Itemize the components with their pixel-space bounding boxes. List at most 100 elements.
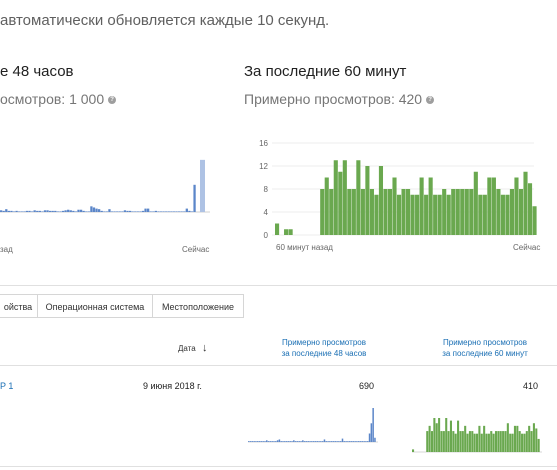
bar-48h xyxy=(41,211,44,212)
bar-60m xyxy=(392,177,397,235)
chart-60m-x-right: Сейчас xyxy=(513,243,541,252)
bar-60m xyxy=(428,177,433,235)
sparkline-bar xyxy=(294,441,297,442)
table-header-divider xyxy=(0,365,557,366)
bar-60m xyxy=(329,189,334,235)
bar-48h xyxy=(64,210,67,212)
sparkline-bar xyxy=(293,440,295,442)
y-tick-0: 0 xyxy=(263,231,268,240)
table-bottom-divider xyxy=(0,466,557,467)
help-circle-icon[interactable]: ? xyxy=(108,96,117,105)
bar-60m xyxy=(320,189,325,235)
col-48h-line1[interactable]: Примерно просмотров xyxy=(282,338,366,347)
sparkline-bar xyxy=(466,433,469,452)
col-60m-line1[interactable]: Примерно просмотров xyxy=(443,338,527,347)
bar-48h xyxy=(108,209,111,212)
y-tick-12: 12 xyxy=(259,162,268,171)
bar-48h xyxy=(69,210,72,212)
sparkline-bar xyxy=(300,441,302,442)
bar-48h xyxy=(118,211,121,212)
sparkline-bar xyxy=(525,431,528,452)
bar-48h xyxy=(105,211,109,212)
sparkline-bar xyxy=(535,428,538,452)
sparkline-bar xyxy=(302,440,304,442)
sparkline-bar xyxy=(464,425,467,452)
sparkline-bar xyxy=(497,431,500,452)
sparkline-bar xyxy=(449,420,452,452)
bar-60m xyxy=(446,194,451,235)
help-circle-icon[interactable]: ? xyxy=(426,96,435,105)
bar-60m xyxy=(406,189,411,235)
col-date-label[interactable]: Дата xyxy=(178,344,196,353)
bar-48h xyxy=(121,211,124,212)
sparkline-bar xyxy=(435,423,438,452)
sparkline-bar xyxy=(504,431,507,452)
bar-48h xyxy=(149,211,152,212)
chart-48h-x-left: зад xyxy=(0,245,13,254)
col-date-header[interactable]: Дата ↓ xyxy=(178,342,207,354)
col-views-48h-header[interactable]: Примерно просмотров за последние 48 часо… xyxy=(266,337,382,359)
arrow-down-icon[interactable]: ↓ xyxy=(201,342,208,354)
bar-60m xyxy=(356,160,361,235)
bar-60m xyxy=(482,194,487,235)
bar-48h xyxy=(7,210,11,212)
bar-48h xyxy=(131,211,134,212)
bar-48h-current xyxy=(200,159,205,212)
bar-48h xyxy=(85,211,88,212)
sparkline-bar xyxy=(345,441,347,442)
sparkline-bar xyxy=(264,441,266,442)
bar-48h xyxy=(165,211,168,212)
bar-48h xyxy=(23,211,26,212)
row-video-link[interactable]: P 1 xyxy=(0,381,14,391)
sparkline-bar xyxy=(426,431,429,452)
bar-60m xyxy=(288,229,293,235)
sparkline-bar xyxy=(329,441,331,442)
bar-60m xyxy=(275,223,280,235)
sparkline-bar xyxy=(278,439,281,442)
bar-48h xyxy=(144,208,147,212)
sparkline-bar xyxy=(309,441,311,442)
bar-60m xyxy=(500,194,505,235)
sparkline-bar xyxy=(341,438,344,442)
bar-48h xyxy=(18,211,21,212)
col-views-60m-header[interactable]: Примерно просмотров за последние 60 мину… xyxy=(427,337,543,359)
sparkline-bar xyxy=(318,441,320,442)
sparkline-bar xyxy=(442,431,445,452)
tab-location[interactable]: Местоположение xyxy=(152,294,244,318)
sparkline-bar xyxy=(339,441,342,442)
col-48h-line2[interactable]: за последние 48 часов xyxy=(281,349,367,358)
row-sparkline-60m xyxy=(412,418,542,453)
bar-60m xyxy=(464,189,469,235)
chart-48h xyxy=(0,159,210,213)
sparkline-bar xyxy=(321,441,324,442)
tab-devices[interactable]: ойства xyxy=(0,294,38,318)
sparkline-bar xyxy=(298,441,300,442)
sparkline-bar xyxy=(521,433,524,452)
sparkline-bar xyxy=(468,431,471,452)
sparkline-bar xyxy=(516,425,519,452)
col-60m-line2[interactable]: за последние 60 минут xyxy=(442,349,528,358)
bar-48h xyxy=(33,210,36,212)
bar-60m xyxy=(378,166,384,235)
sparkline-bar xyxy=(447,431,450,452)
bar-60m xyxy=(433,194,438,235)
sparkline-bar xyxy=(370,423,373,442)
sparkline-bar xyxy=(430,431,434,452)
sparkline-bar xyxy=(372,408,374,442)
bar-60m xyxy=(415,194,420,235)
bar-48h xyxy=(154,210,158,212)
bar-48h xyxy=(159,211,163,212)
bar-48h xyxy=(188,210,191,212)
bar-60m xyxy=(451,189,456,235)
tab-os[interactable]: Операционная система xyxy=(37,294,153,318)
bar-48h xyxy=(193,184,196,212)
sparkline-bar xyxy=(440,431,443,452)
bar-60m xyxy=(387,189,393,235)
sparkline-bar xyxy=(338,441,340,442)
sparkline-bar xyxy=(316,441,319,442)
sparkline-bar xyxy=(476,433,479,452)
row-date: 9 июня 2018 г. xyxy=(143,381,202,391)
bar-48h xyxy=(172,211,176,212)
sparkline-bar xyxy=(249,441,252,442)
bar-60m xyxy=(473,171,478,235)
